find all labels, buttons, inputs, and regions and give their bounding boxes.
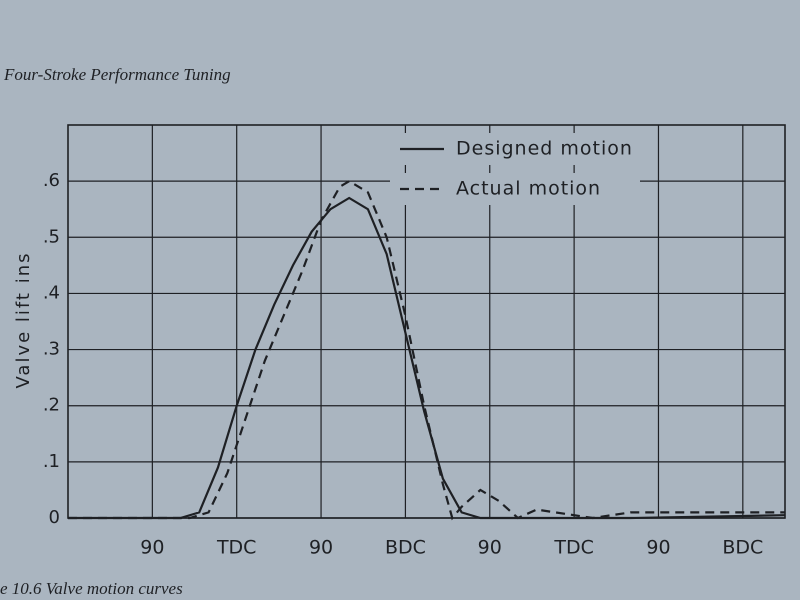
y-tick-label: .1 xyxy=(43,451,60,472)
x-tick-label: BDC xyxy=(722,537,763,559)
legend-label: Actual motion xyxy=(456,178,601,200)
y-tick-label: .3 xyxy=(43,339,60,360)
y-axis-label: Valve lift ins xyxy=(13,252,34,389)
series-line xyxy=(68,179,785,521)
x-tick-label: TDC xyxy=(216,537,257,559)
legend-label: Designed motion xyxy=(456,138,633,160)
x-tick-label: BDC xyxy=(385,537,426,559)
y-tick-label: .2 xyxy=(43,395,60,416)
x-tick-label: TDC xyxy=(553,537,594,559)
figure-caption: e 10.6 Valve motion curves xyxy=(0,579,183,598)
x-tick-label: 90 xyxy=(140,537,164,559)
y-tick-label: 0 xyxy=(49,507,60,528)
y-tick-label: .5 xyxy=(43,226,60,247)
series-line xyxy=(68,196,786,520)
x-tick-label: 90 xyxy=(309,537,333,559)
x-tick-label: 90 xyxy=(478,537,502,559)
page-header: Four-Stroke Performance Tuning xyxy=(3,65,231,84)
y-tick-label: .4 xyxy=(43,282,60,303)
x-tick-label: 90 xyxy=(646,537,670,559)
y-tick-label: .6 xyxy=(43,170,60,191)
